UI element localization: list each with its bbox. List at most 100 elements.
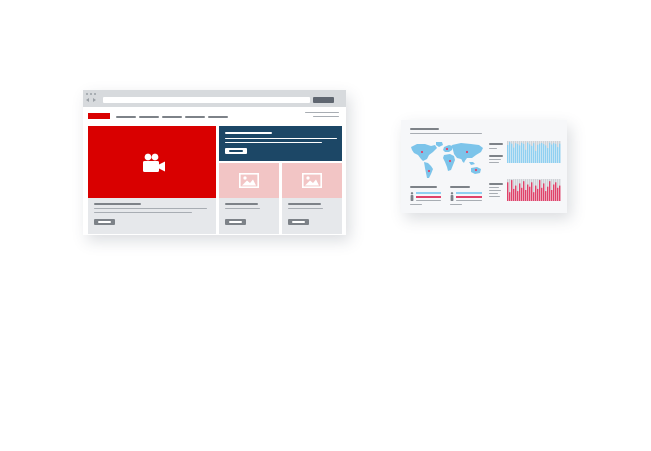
stat-title bbox=[410, 186, 437, 188]
world-map-icon bbox=[411, 142, 483, 178]
bar bbox=[507, 182, 509, 201]
bar bbox=[537, 188, 539, 201]
bar bbox=[559, 143, 561, 163]
card-button[interactable] bbox=[288, 219, 309, 225]
site-logo[interactable] bbox=[88, 113, 110, 119]
card-button-label bbox=[229, 221, 242, 223]
legend-line bbox=[489, 190, 501, 191]
feature-button[interactable] bbox=[225, 148, 247, 154]
nav-item[interactable] bbox=[116, 116, 136, 118]
bar bbox=[551, 190, 553, 201]
window-dot bbox=[94, 93, 96, 95]
bar bbox=[515, 143, 517, 163]
bar bbox=[509, 192, 511, 201]
bar bbox=[555, 182, 557, 201]
stat-track bbox=[456, 196, 482, 198]
bar bbox=[525, 149, 527, 163]
stat-track bbox=[416, 196, 441, 198]
card-title bbox=[288, 203, 321, 205]
window-dot bbox=[86, 93, 88, 95]
bar bbox=[515, 185, 517, 201]
card-button-label bbox=[98, 221, 111, 223]
legend-line bbox=[489, 196, 500, 197]
bar bbox=[511, 180, 513, 201]
stat-line bbox=[416, 200, 441, 201]
bar bbox=[539, 180, 541, 201]
card-button[interactable] bbox=[94, 219, 115, 225]
header-util-link[interactable] bbox=[313, 116, 339, 117]
card-button-label bbox=[292, 221, 305, 223]
feature-text-line bbox=[225, 142, 322, 143]
card-text-line bbox=[94, 212, 192, 213]
card-button[interactable] bbox=[225, 219, 246, 225]
bar bbox=[525, 190, 527, 201]
card-text-line bbox=[288, 208, 323, 209]
nav-item[interactable] bbox=[208, 116, 228, 118]
image-placeholder-icon bbox=[302, 173, 322, 188]
bar bbox=[529, 144, 531, 163]
stat-line bbox=[456, 200, 482, 201]
stat-track bbox=[456, 192, 482, 194]
stat-track bbox=[416, 192, 441, 194]
bar bbox=[519, 183, 521, 201]
browser-toolbar bbox=[83, 90, 346, 107]
bar-background bbox=[545, 179, 547, 201]
article-card bbox=[282, 198, 342, 234]
bar bbox=[507, 144, 509, 163]
video-camera-icon bbox=[143, 153, 165, 172]
bar bbox=[529, 186, 531, 201]
bar-background bbox=[533, 179, 535, 201]
card-title bbox=[94, 203, 141, 205]
bar bbox=[535, 150, 537, 163]
bar bbox=[543, 144, 545, 163]
legend-title bbox=[489, 155, 503, 157]
forward-arrow-icon[interactable] bbox=[93, 98, 96, 102]
window-dot bbox=[90, 93, 92, 95]
bar bbox=[527, 184, 529, 201]
bar bbox=[553, 143, 555, 163]
browser-window bbox=[83, 90, 346, 235]
thumbnail-image[interactable] bbox=[219, 163, 279, 198]
back-arrow-icon[interactable] bbox=[86, 98, 89, 102]
hero-video[interactable] bbox=[88, 126, 216, 198]
bar bbox=[559, 185, 561, 201]
address-bar[interactable] bbox=[103, 97, 310, 103]
legend-title bbox=[489, 143, 503, 145]
bar bbox=[547, 186, 549, 201]
bar bbox=[531, 145, 533, 163]
stat-line bbox=[450, 204, 462, 205]
stat-title bbox=[450, 186, 470, 188]
bar-chart-bottom bbox=[507, 179, 561, 201]
bar bbox=[551, 144, 553, 163]
bar bbox=[557, 187, 559, 201]
bar-background bbox=[517, 179, 519, 201]
dashboard-panel bbox=[401, 120, 567, 213]
bar bbox=[547, 148, 549, 163]
legend-line bbox=[489, 159, 501, 160]
browser-action-button[interactable] bbox=[313, 97, 334, 103]
legend-line bbox=[489, 187, 499, 188]
bar bbox=[543, 183, 545, 201]
article-card bbox=[219, 198, 279, 234]
thumbnail-image[interactable] bbox=[282, 163, 342, 198]
bar bbox=[517, 191, 519, 201]
bar bbox=[523, 143, 525, 163]
bar bbox=[509, 142, 511, 163]
card-title bbox=[225, 203, 258, 205]
nav-item[interactable] bbox=[162, 116, 182, 118]
nav-item[interactable] bbox=[139, 116, 159, 118]
bar bbox=[521, 142, 523, 163]
bar bbox=[531, 182, 533, 201]
bar bbox=[535, 185, 537, 201]
feature-heading bbox=[225, 132, 272, 134]
legend-line bbox=[489, 193, 498, 194]
dashboard-title bbox=[410, 128, 439, 130]
legend-title bbox=[489, 183, 503, 185]
dashboard-subtitle bbox=[410, 133, 482, 134]
feature-text-line bbox=[225, 138, 337, 139]
bar bbox=[513, 188, 515, 201]
nav-item[interactable] bbox=[185, 116, 205, 118]
bar bbox=[555, 143, 557, 163]
bar bbox=[533, 192, 535, 201]
header-util-link[interactable] bbox=[305, 112, 339, 113]
